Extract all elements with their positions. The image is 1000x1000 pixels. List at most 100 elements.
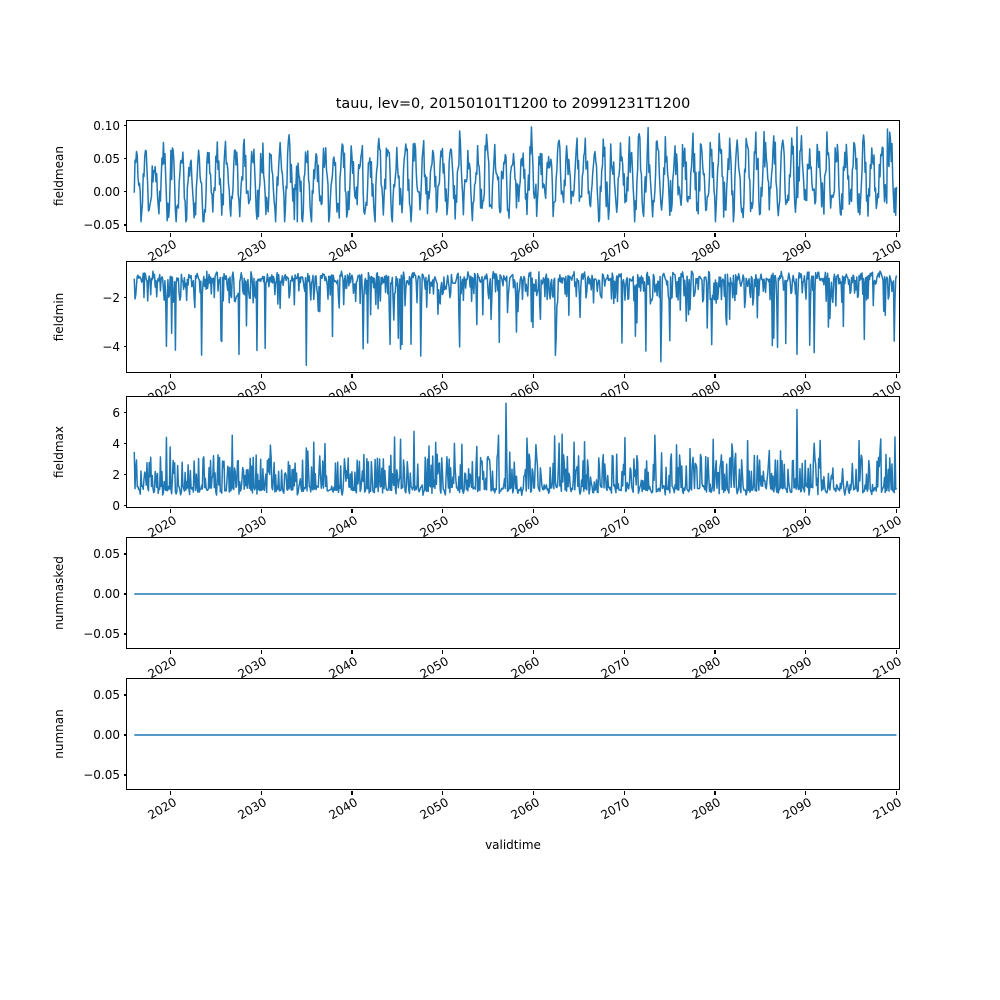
y-tick-label: 0.00: [93, 587, 120, 601]
x-tick-mark: [532, 650, 535, 654]
x-tick-label: 2080: [689, 654, 723, 678]
x-tick-label: 2070: [598, 513, 633, 537]
x-tick-label: 2020: [145, 378, 179, 396]
x-tick-label: 2030: [235, 237, 270, 261]
y-tick-label: −0.05: [83, 218, 120, 233]
y-tick-label: 4: [112, 436, 120, 451]
y-tick-mark: [123, 297, 127, 299]
y-tick-label: 0.05: [93, 547, 120, 561]
x-tick-mark: [623, 374, 625, 378]
x-tick-mark: [260, 233, 262, 237]
x-tick-mark: [170, 233, 172, 237]
series-line-numnan: [134, 734, 897, 736]
x-tick-label: 2040: [326, 654, 361, 678]
x-tick-mark: [805, 509, 807, 513]
x-tick-label: 2020: [145, 795, 179, 823]
x-tick-label: 2030: [235, 795, 270, 823]
x-tick-mark: [895, 791, 897, 795]
x-axis-label: validtime: [485, 838, 541, 852]
x-tick-label: 2060: [508, 378, 542, 396]
y-tick-mark: [123, 412, 127, 414]
x-tick-mark: [532, 509, 535, 513]
x-tick-label: 2040: [326, 378, 361, 396]
x-tick-label: 2090: [780, 654, 814, 678]
y-tick-label: 0.10: [93, 118, 120, 133]
x-tick-label: 2100: [870, 378, 905, 396]
y-tick-mark: [123, 553, 127, 555]
plot-area-fieldmin: [127, 262, 899, 372]
x-tick-label-band: 2020 2030 2040 2050 2060 2070 2080 2090 2100: [0, 654, 1000, 678]
x-tick-label: 2090: [780, 513, 814, 537]
y-axis-label-numnan: numnan: [52, 709, 66, 759]
y-tick-mark: [123, 443, 127, 445]
x-tick-mark: [895, 509, 897, 513]
x-tick-mark: [260, 509, 262, 513]
x-tick-label: 2060: [508, 654, 542, 678]
x-tick-mark: [351, 791, 353, 795]
x-tick-mark: [532, 233, 535, 237]
x-tick-mark: [170, 374, 172, 378]
y-tick-mark: [123, 734, 127, 736]
x-tick-label: 2080: [689, 513, 723, 537]
x-tick-label: 2100: [870, 237, 905, 261]
x-tick-mark: [170, 650, 172, 654]
x-tick-label-band: 2020 2030 2040 2050 2060 2070 2080 2090 2100: [0, 237, 1000, 261]
x-tick-mark: [351, 509, 353, 513]
x-tick-label: 2020: [145, 654, 179, 678]
y-tick-label: 0.05: [93, 688, 120, 702]
x-tick-label: 2080: [689, 237, 723, 261]
x-tick-mark: [805, 650, 807, 654]
y-axis-label-nummasked: nummasked: [52, 556, 66, 630]
x-tick-mark: [623, 791, 625, 795]
x-tick-mark: [532, 374, 535, 378]
x-tick-label: 2030: [235, 654, 270, 678]
x-tick-label: 2030: [235, 378, 270, 396]
x-tick-mark: [714, 509, 716, 513]
series-line-fieldmin: [133, 270, 898, 367]
x-tick-label: 2050: [417, 795, 451, 823]
x-tick-mark: [623, 233, 625, 237]
x-tick-label: 2070: [598, 654, 633, 678]
x-tick-label: 2040: [326, 237, 361, 261]
series-line-fieldmax: [133, 402, 898, 496]
x-tick-mark: [260, 650, 262, 654]
y-tick-label: −0.05: [83, 627, 120, 641]
x-tick-mark: [442, 650, 444, 654]
y-tick-label: 0.00: [93, 184, 120, 199]
x-tick-mark: [895, 233, 897, 237]
y-tick-mark: [123, 774, 127, 776]
plot-panel-nummasked: −0.05 0.00 0.05 nummasked: [52, 537, 900, 654]
y-axis-label-fieldmin: fieldmin: [52, 292, 66, 342]
x-tick-label: 2050: [417, 378, 451, 396]
x-tick-label: 2050: [417, 654, 451, 678]
y-tick-mark: [123, 224, 127, 226]
y-tick-mark: [123, 593, 127, 595]
x-tick-mark: [170, 509, 172, 513]
y-tick-label: −4: [102, 339, 120, 354]
x-tick-mark: [260, 374, 262, 378]
plot-panel-fieldmax: 0 2 4 6 fieldmax: [52, 396, 900, 513]
x-tick-label: 2090: [780, 237, 814, 261]
series-line-nummasked: [134, 593, 897, 595]
x-tick-mark: [442, 509, 444, 513]
y-tick-mark: [123, 158, 127, 160]
y-axis-label-fieldmax: fieldmax: [52, 425, 66, 479]
x-tick-mark: [260, 791, 262, 795]
x-tick-mark: [170, 791, 172, 795]
plot-area-nummasked: [127, 538, 899, 648]
x-tick-mark: [805, 791, 807, 795]
y-tick-label: 6: [112, 405, 120, 420]
x-tick-label-band: 2020 2030 2040 2050 2060 2070 2080 2090 2100: [0, 378, 1000, 396]
x-tick-mark: [805, 233, 807, 237]
plot-panel-numnan: −0.05 0.00 0.05 numnan: [52, 678, 900, 795]
x-tick-label: 2090: [780, 378, 814, 396]
x-tick-mark: [442, 233, 444, 237]
x-tick-label: 2070: [598, 237, 633, 261]
x-tick-label: 2040: [326, 795, 361, 823]
plot-panel-fieldmean: −0.05 0.00 0.05 0.10 fieldmean: [52, 119, 900, 237]
y-tick-label: 0.05: [93, 151, 120, 166]
y-tick-mark: [123, 346, 127, 348]
x-tick-mark: [623, 509, 625, 513]
y-tick-label: 0: [112, 498, 120, 513]
